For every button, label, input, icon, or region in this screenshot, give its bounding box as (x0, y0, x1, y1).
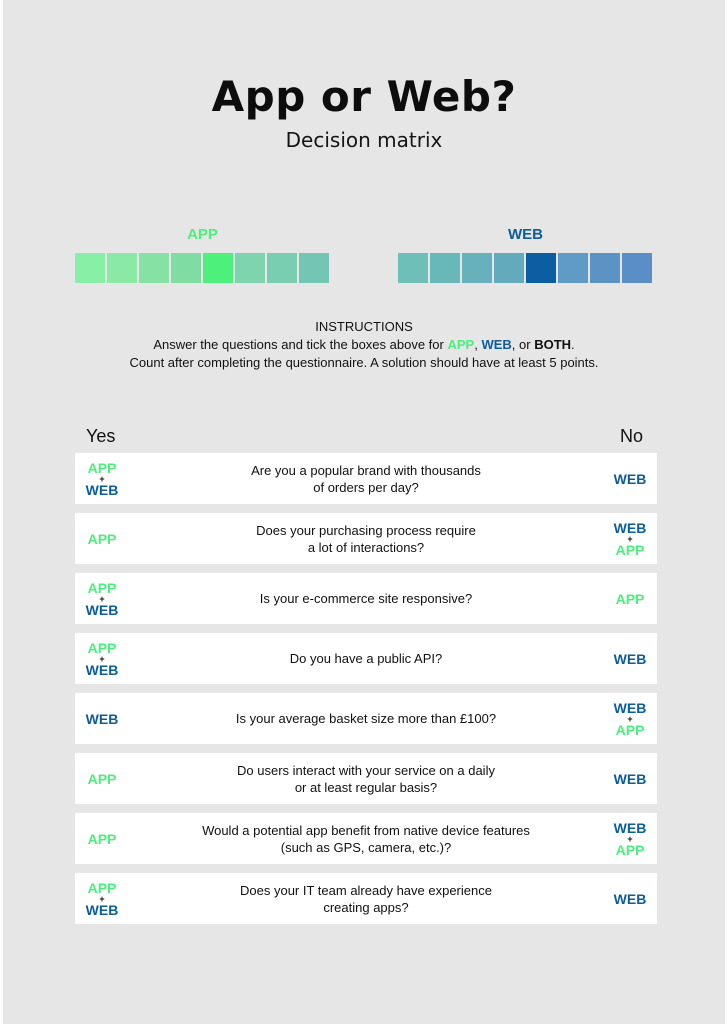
question-row: WEB Is your average basket size more than… (75, 693, 657, 744)
plus-sign: + (99, 593, 105, 604)
web-tally-box[interactable] (462, 253, 492, 283)
yes-answer: WEB (75, 693, 129, 744)
yes-column-header: Yes (86, 426, 116, 446)
question-text: Is your average basket size more than £1… (235, 711, 497, 726)
plus-sign: + (627, 533, 633, 544)
yes-answer-app: APP (87, 579, 117, 596)
web-tally-label: WEB (508, 226, 543, 243)
web-tally-box[interactable] (590, 253, 620, 283)
app-tally-box[interactable] (267, 253, 297, 283)
instructions-both: BOTH (534, 337, 572, 352)
question-text: Are you a popular brand with thousands o… (251, 462, 481, 495)
instructions-app: APP (447, 337, 475, 352)
instructions-line-1: Answer the questions and tick the boxes … (3, 336, 725, 354)
app-tally-box[interactable] (203, 253, 233, 283)
no-column-header: No (620, 426, 644, 446)
question-row: APP + WEB Do you have a public API? WEB (75, 633, 657, 684)
no-answer: APP (603, 573, 657, 624)
question-row: APP + WEB Does your IT team already have ex… (75, 873, 657, 924)
app-tally-label: APP (187, 226, 218, 243)
app-tally-box[interactable] (75, 253, 105, 283)
web-tally-box[interactable] (558, 253, 588, 283)
no-answer-app: APP (615, 841, 645, 858)
no-answer-web: WEB (613, 699, 647, 716)
instructions-web: WEB (481, 337, 512, 352)
question-row: APP Does your purchasing process require … (75, 513, 657, 564)
yes-answer-web: WEB (85, 710, 119, 727)
app-tally-box[interactable] (139, 253, 169, 283)
web-tally-box[interactable] (398, 253, 428, 283)
yes-answer-app: APP (87, 830, 117, 847)
yes-answer-web: WEB (85, 901, 119, 918)
web-tally-box[interactable] (622, 253, 652, 283)
question-text: Would a potential app benefit from nativ… (202, 822, 530, 855)
instructions-sep-1: , (474, 337, 482, 352)
instructions-sep-2: , or (511, 337, 535, 352)
page-title: App or Web? (211, 72, 517, 121)
question-row: APP Would a potential app benefit from na… (75, 813, 657, 864)
page: App or Web? Decision matrix APP WEB INST… (3, 0, 725, 1024)
yes-answer: APP (75, 813, 129, 864)
plus-sign: + (99, 473, 105, 484)
no-answer-app: APP (615, 541, 645, 558)
question-text: Do users interact with your service on a… (237, 762, 495, 795)
instructions-heading: INSTRUCTIONS (315, 319, 413, 334)
instructions-text: Answer the questions and tick the boxes … (153, 337, 448, 352)
no-answer-web: WEB (613, 890, 647, 907)
web-tally-boxes (398, 253, 652, 283)
page-subtitle: Decision matrix (285, 128, 443, 152)
plus-sign: + (627, 713, 633, 724)
question-text: Is your e-commerce site responsive? (259, 591, 473, 606)
yes-answer-app: APP (87, 879, 117, 896)
yes-answer: APP + WEB (75, 633, 129, 684)
plus-sign: + (99, 653, 105, 664)
no-answer: WEB (603, 873, 657, 924)
question-row: APP + WEB Is your e-commerce site responsiv… (75, 573, 657, 624)
no-answer: WEB + APP (603, 813, 657, 864)
no-answer-web: WEB (613, 650, 647, 667)
no-answer: WEB (603, 753, 657, 804)
plus-sign: + (627, 833, 633, 844)
yes-answer: APP (75, 753, 129, 804)
question-row: APP + WEB Are you a popular brand with thou… (75, 453, 657, 504)
no-answer-web: WEB (613, 519, 647, 536)
yes-answer: APP (75, 513, 129, 564)
yes-answer: APP + WEB (75, 453, 129, 504)
yes-answer-app: APP (87, 459, 117, 476)
yes-answer-app: APP (87, 770, 117, 787)
web-tally-box[interactable] (526, 253, 556, 283)
question-row: APP Do users interact with your service o… (75, 753, 657, 804)
yes-answer: APP + WEB (75, 873, 129, 924)
yes-answer-web: WEB (85, 481, 119, 498)
yes-answer: APP + WEB (75, 573, 129, 624)
no-answer-web: WEB (613, 470, 647, 487)
question-text: Do you have a public API? (289, 651, 443, 666)
question-text: Does your purchasing process require a l… (256, 522, 476, 555)
no-answer: WEB (603, 453, 657, 504)
instructions: INSTRUCTIONS Answer the questions and ti… (3, 318, 725, 372)
web-tally-box[interactable] (494, 253, 524, 283)
app-tally-box[interactable] (171, 253, 201, 283)
no-answer-app: APP (615, 721, 645, 738)
no-answer-app: APP (615, 590, 645, 607)
yes-answer-app: APP (87, 530, 117, 547)
no-answer: WEB (603, 633, 657, 684)
app-tally-box[interactable] (107, 253, 137, 283)
app-tally-box[interactable] (235, 253, 265, 283)
no-answer-web: WEB (613, 770, 647, 787)
question-text: Does your IT team already have experienc… (240, 882, 492, 915)
instructions-period: . (571, 337, 575, 352)
instructions-line-2: Count after completing the questionnaire… (129, 355, 599, 370)
plus-sign: + (99, 893, 105, 904)
no-answer-web: WEB (613, 819, 647, 836)
no-answer: WEB + APP (603, 513, 657, 564)
yes-answer-app: APP (87, 639, 117, 656)
web-tally-box[interactable] (430, 253, 460, 283)
app-tally-boxes (75, 253, 329, 283)
app-tally-box[interactable] (299, 253, 329, 283)
yes-answer-web: WEB (85, 601, 119, 618)
yes-answer-web: WEB (85, 661, 119, 678)
no-answer: WEB + APP (603, 693, 657, 744)
